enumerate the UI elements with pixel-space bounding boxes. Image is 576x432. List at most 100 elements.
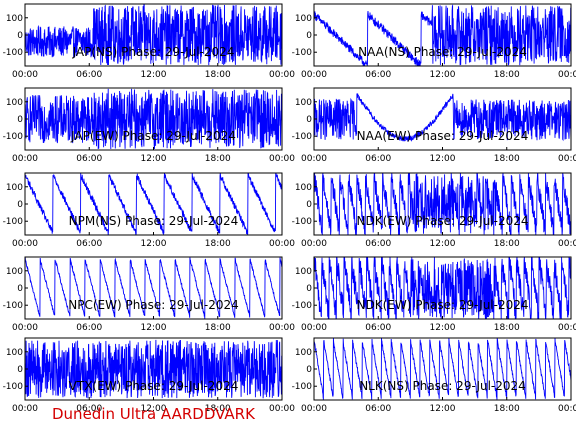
x-tick-label: 18:00: [494, 404, 520, 414]
x-tick-label: 18:00: [494, 70, 520, 80]
x-tick-label: 06:00: [76, 323, 102, 333]
x-tick-label: 00:00: [301, 154, 327, 164]
y-tick-label: 100: [295, 14, 312, 24]
x-tick-label: 06:00: [365, 323, 391, 333]
y-tick-label: 100: [6, 267, 23, 277]
phase-panel: 100 0 -100 00:00 06:00 12:00 18:00 00:00 JAP(EW)…: [3, 87, 295, 164]
x-tick-label: 00:00: [558, 70, 576, 80]
x-tick-label: 00:00: [301, 70, 327, 80]
panel-title: NPC(EW) Phase: 29-Jul-2024: [68, 298, 239, 312]
x-tick-label: 06:00: [365, 154, 391, 164]
x-tick-label: 18:00: [494, 239, 520, 249]
y-tick-label: 0: [17, 284, 23, 294]
y-tick-label: -100: [292, 217, 313, 227]
x-tick-label: 00:00: [558, 323, 576, 333]
x-tick-label: 06:00: [365, 404, 391, 414]
x-tick-label: 18:00: [205, 70, 231, 80]
y-tick-label: 100: [295, 348, 312, 358]
panel-title: JAP(EW) Phase: 29-Jul-2024: [70, 129, 236, 143]
y-tick-label: -100: [3, 382, 24, 392]
y-tick-label: -100: [3, 301, 24, 311]
y-tick-label: -100: [3, 132, 24, 142]
x-tick-label: 12:00: [430, 323, 456, 333]
phase-series-line: [25, 339, 282, 399]
phase-series-line: [314, 173, 571, 235]
panel-title: NDK(EW) Phase: 29-Jul-2024: [356, 214, 528, 228]
y-tick-label: 0: [17, 365, 23, 375]
phase-panel: 100 0 -100 00:00 06:00 12:00 18:00 00:00 NPC(EW)…: [3, 256, 295, 333]
x-tick-label: 18:00: [205, 404, 231, 414]
x-tick-label: 12:00: [141, 70, 167, 80]
x-tick-label: 00:00: [558, 154, 576, 164]
panel-title: VTX(EW) Phase: 29-Jul-2024: [69, 379, 239, 393]
x-tick-label: 06:00: [76, 70, 102, 80]
phase-series-line: [25, 88, 282, 150]
panel-title: NDK(EW) Phase: 29-Jul-2024: [356, 298, 528, 312]
phase-series-line: [25, 4, 282, 66]
y-tick-label: -100: [292, 301, 313, 311]
y-tick-label: 0: [306, 284, 312, 294]
x-tick-label: 12:00: [141, 154, 167, 164]
x-tick-label: 00:00: [269, 154, 295, 164]
phase-panel: 100 0 -100 00:00 06:00 12:00 18:00 00:00 NLK(NS)…: [292, 337, 576, 414]
y-tick-label: 100: [295, 183, 312, 193]
x-tick-label: 06:00: [365, 70, 391, 80]
y-tick-label: 0: [17, 200, 23, 210]
y-tick-label: 100: [6, 348, 23, 358]
y-tick-label: 100: [6, 98, 23, 108]
y-tick-label: 100: [295, 98, 312, 108]
panel-title: NLK(NS) Phase: 29-Jul-2024: [359, 379, 526, 393]
x-tick-label: 00:00: [301, 404, 327, 414]
x-tick-label: 00:00: [12, 154, 38, 164]
x-tick-label: 00:00: [12, 239, 38, 249]
panel-title: NAA(NS) Phase: 29-Jul-2024: [358, 45, 527, 59]
y-tick-label: 100: [6, 14, 23, 24]
x-tick-label: 00:00: [12, 323, 38, 333]
y-tick-label: 0: [306, 200, 312, 210]
x-tick-label: 12:00: [430, 404, 456, 414]
phase-panel: 100 0 -100 00:00 06:00 12:00 18:00 00:00 VTX(EW)…: [3, 337, 295, 414]
x-tick-label: 18:00: [205, 323, 231, 333]
y-tick-label: -100: [3, 217, 24, 227]
x-tick-label: 06:00: [76, 239, 102, 249]
x-tick-label: 18:00: [494, 154, 520, 164]
x-tick-label: 06:00: [365, 239, 391, 249]
x-tick-label: 18:00: [205, 239, 231, 249]
y-tick-label: 100: [295, 267, 312, 277]
x-tick-label: 12:00: [141, 404, 167, 414]
x-tick-label: 18:00: [494, 323, 520, 333]
x-tick-label: 00:00: [301, 323, 327, 333]
panel-title: JAP(NS) Phase: 29-Jul-2024: [72, 45, 235, 59]
phase-series-line: [314, 338, 571, 400]
phase-panel: 100 0 -100 00:00 06:00 12:00 18:00 00:00 NDK(EW)…: [292, 172, 576, 249]
x-tick-label: 00:00: [301, 239, 327, 249]
phase-panel: 100 0 -100 00:00 06:00 12:00 18:00 00:00 NDK(EW)…: [292, 256, 576, 333]
panel-title: NPM(NS) Phase: 29-Jul-2024: [69, 214, 239, 228]
y-tick-label: 0: [306, 31, 312, 41]
x-tick-label: 12:00: [430, 239, 456, 249]
panel-title: NAA(EW) Phase: 29-Jul-2024: [357, 129, 529, 143]
y-tick-label: -100: [292, 48, 313, 58]
x-tick-label: 00:00: [269, 239, 295, 249]
station-caption: Dunedin Ultra AARDDVARK: [52, 405, 255, 423]
phase-panel: 100 0 -100 00:00 06:00 12:00 18:00 00:00 NAA(NS)…: [292, 3, 576, 80]
x-tick-label: 06:00: [76, 154, 102, 164]
phase-series-line: [314, 4, 571, 66]
y-tick-label: -100: [292, 132, 313, 142]
x-tick-label: 00:00: [558, 404, 576, 414]
phase-series-line: [25, 257, 282, 319]
x-tick-label: 00:00: [269, 404, 295, 414]
x-tick-label: 00:00: [12, 404, 38, 414]
x-tick-label: 00:00: [558, 239, 576, 249]
x-tick-label: 12:00: [141, 323, 167, 333]
phase-panel: 100 0 -100 00:00 06:00 12:00 18:00 00:00 JAP(NS)…: [3, 3, 295, 80]
phase-panel: 100 0 -100 00:00 06:00 12:00 18:00 00:00 NAA(EW)…: [292, 87, 576, 164]
phase-series-line: [314, 257, 571, 319]
x-tick-label: 00:00: [269, 70, 295, 80]
y-tick-label: -100: [292, 382, 313, 392]
phase-panel: 100 0 -100 00:00 06:00 12:00 18:00 00:00 NPM(NS)…: [3, 172, 295, 249]
x-tick-label: 12:00: [430, 70, 456, 80]
y-tick-label: 0: [306, 365, 312, 375]
x-tick-label: 06:00: [76, 404, 102, 414]
